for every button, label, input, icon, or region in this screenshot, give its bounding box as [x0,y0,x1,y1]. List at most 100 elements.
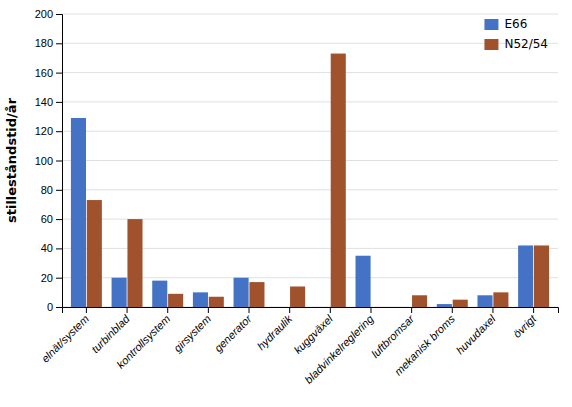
bar [371,307,386,308]
y-tick-mark [56,278,62,279]
grid-line [62,101,558,102]
x-tick: turbinblad [89,307,132,355]
bar [193,292,208,307]
x-tick: övrigt [511,307,539,340]
y-tick-label: 140 [35,96,53,108]
y-axis-line [56,15,63,308]
x-tick: kontrollsystem [114,307,172,371]
bar [71,118,86,307]
x-tick-label: turbinblad [89,312,132,355]
bar [274,307,289,308]
y-tick: 180 [35,37,62,49]
x-tick: hydraulik [255,307,295,352]
x-tick-label: bladvinkelreglering [302,312,376,386]
bar [453,300,468,307]
x-tick: huvudaxel [454,307,498,356]
bar [356,256,371,307]
y-tick-label: 160 [35,67,53,79]
y-tick-label: 200 [35,8,53,20]
legend-item: N52/54 [484,37,548,51]
grid-line [62,43,558,44]
bar [518,245,533,307]
bar [396,307,411,308]
x-tick-mark [411,307,412,313]
x-axis-line [63,308,559,314]
y-tick-mark [56,43,62,44]
bar-series [71,118,533,307]
grid-line [62,160,558,161]
x-tick-mark [370,307,371,313]
bar [331,54,346,307]
y-axis: 020406080100120140160180200 [35,8,63,313]
bar-series [87,54,549,307]
y-tick: 80 [41,184,62,196]
legend-label: N52/54 [504,37,548,51]
y-tick-label: 120 [35,125,53,137]
y-tick-mark [56,131,62,132]
legend-swatch [484,19,498,30]
y-tick: 0 [47,301,62,313]
x-tick-mark [167,307,168,313]
grid-line [62,131,558,132]
grid-line [62,72,558,73]
x-tick: girsystem [171,307,213,354]
y-tick-label: 80 [41,184,53,196]
x-tick-mark [127,307,128,313]
bar [290,286,305,307]
x-tick-mark [208,307,209,313]
x-tick: elnät/system [39,307,91,365]
y-tick-mark [56,190,62,191]
y-tick-mark [56,248,62,249]
bar [437,304,452,307]
y-tick-label: 20 [41,272,53,284]
bar [168,294,183,307]
y-tick: 160 [35,67,62,79]
plot: elnät/systemturbinbladkontrollsystemgirs… [35,8,559,386]
bar [209,297,224,307]
y-tick-mark [56,14,62,15]
y-tick: 120 [35,125,62,137]
bar [112,278,127,307]
bar [412,295,427,307]
bar [234,278,249,307]
x-tick-mark [289,307,290,313]
bar [127,219,142,307]
x-tick-mark [330,307,331,313]
x-tick-label: kontrollsystem [114,313,172,371]
x-tick-mark [533,307,534,313]
legend-item: E66 [484,17,527,31]
bars [71,54,549,307]
y-tick-mark [56,102,62,103]
y-tick-mark [56,161,62,162]
x-tick-label: huvudaxel [454,312,498,356]
x-axis: elnät/systemturbinbladkontrollsystemgirs… [39,307,559,386]
x-tick-mark [86,307,87,313]
y-tick: 40 [41,242,62,254]
x-tick-label: mekanisk broms [392,312,457,377]
bar [249,282,264,307]
y-tick-label: 0 [47,301,53,313]
bar [87,200,102,307]
y-tick: 200 [35,8,62,20]
grid-line [62,14,558,15]
y-tick-label: 40 [41,242,53,254]
x-tick: mekanisk broms [392,307,457,378]
y-tick-mark [56,73,62,74]
x-tick-mark [492,307,493,313]
legend-label: E66 [504,17,527,31]
x-tick: bladvinkelreglering [302,307,376,386]
x-tick: generator [212,307,255,354]
x-tick: kuggväxel [291,307,335,356]
x-tick-label: kuggväxel [291,312,335,356]
bar [152,281,167,307]
legend: E66 N52/54 [484,17,548,51]
y-tick: 100 [35,155,62,167]
y-tick: 140 [35,96,62,108]
x-tick-label: hydraulik [255,312,295,352]
bar [493,292,508,307]
x-tick-mark [452,307,453,313]
x-tick-mark [249,307,250,313]
chart: elnät/systemturbinbladkontrollsystemgirs… [0,0,572,407]
grid [62,14,558,307]
x-tick-label: övrigt [511,312,539,340]
